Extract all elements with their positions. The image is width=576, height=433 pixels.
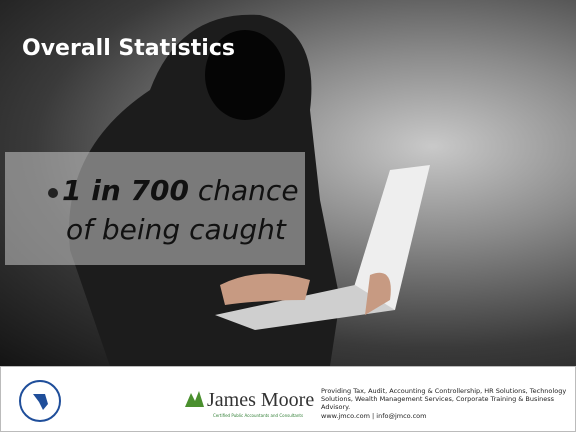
brand-logo: [185, 389, 205, 409]
footer: James Moore Certified Public Accountants…: [0, 366, 576, 432]
bullet-line: 1 in 700 chance: [62, 174, 299, 207]
logo: [19, 380, 61, 422]
logo-mark: [21, 382, 59, 420]
emphasis: 1 in 700: [62, 174, 189, 207]
bullet-text: chance: [198, 174, 299, 207]
bullet-line: of being caught: [66, 213, 286, 246]
services-text: Providing Tax, Audit, Accounting & Contr…: [321, 387, 571, 411]
brand-name: James Moore: [207, 389, 314, 412]
brand-tagline: Certified Public Accountants and Consult…: [213, 413, 303, 418]
slide: Overall Statistics 1 in 700 chance of be…: [0, 0, 576, 433]
callout-box: [5, 152, 305, 265]
contact-text: www.jmco.com | info@jmco.com: [321, 412, 426, 420]
bullet: [48, 188, 58, 198]
slide-title: Overall Statistics: [22, 36, 235, 61]
